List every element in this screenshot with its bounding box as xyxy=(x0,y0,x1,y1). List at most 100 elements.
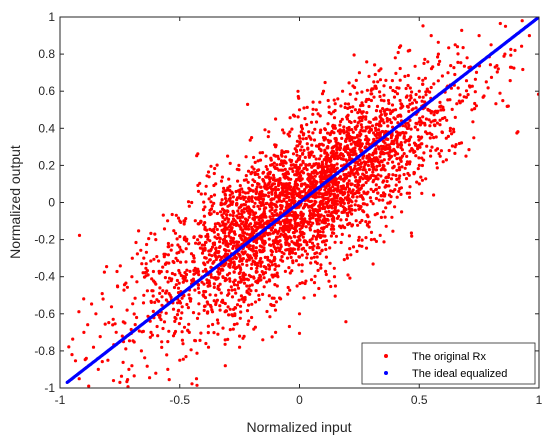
data-point-original-rx xyxy=(354,178,358,183)
data-point-original-rx xyxy=(212,331,216,335)
data-point-original-rx xyxy=(348,155,352,159)
data-point-original-rx xyxy=(181,250,185,254)
data-point-original-rx xyxy=(506,104,510,108)
data-point-original-rx xyxy=(484,80,488,84)
data-point-original-rx xyxy=(304,225,308,229)
data-point-original-rx xyxy=(301,159,305,163)
data-point-original-rx xyxy=(426,108,430,112)
data-point-original-rx xyxy=(414,106,418,110)
data-point-original-rx xyxy=(421,115,425,119)
data-point-original-rx xyxy=(452,130,456,134)
data-point-original-rx xyxy=(393,205,397,209)
data-point-original-rx xyxy=(271,182,275,186)
data-point-original-rx xyxy=(270,163,274,167)
data-point-original-rx xyxy=(365,126,369,130)
data-point-original-rx xyxy=(350,207,354,212)
data-point-original-rx xyxy=(305,142,309,146)
data-point-original-rx xyxy=(96,367,100,371)
data-point-original-rx xyxy=(202,214,206,218)
data-point-original-rx xyxy=(307,178,311,182)
data-point-original-rx xyxy=(206,284,210,288)
data-point-original-rx xyxy=(407,173,411,177)
data-point-original-rx xyxy=(324,162,328,166)
data-point-original-rx xyxy=(237,298,241,302)
data-point-original-rx xyxy=(197,241,202,245)
data-point-original-rx xyxy=(418,95,422,99)
data-point-original-rx xyxy=(252,276,256,280)
data-point-original-rx xyxy=(374,183,378,187)
data-point-original-rx xyxy=(192,235,196,240)
data-point-original-rx xyxy=(135,252,139,256)
data-point-original-rx xyxy=(464,154,468,158)
data-point-original-rx xyxy=(374,128,378,132)
data-point-original-rx xyxy=(373,159,377,163)
data-point-original-rx xyxy=(234,223,238,227)
data-point-original-rx xyxy=(390,215,394,219)
data-point-original-rx xyxy=(382,84,386,88)
data-point-original-rx xyxy=(218,224,222,228)
data-point-original-rx xyxy=(302,148,306,152)
data-point-original-rx xyxy=(372,80,376,84)
data-point-original-rx xyxy=(402,172,406,177)
data-point-original-rx xyxy=(172,285,177,290)
data-point-original-rx xyxy=(311,221,315,225)
data-point-original-rx xyxy=(318,235,323,240)
data-point-original-rx xyxy=(296,94,300,99)
data-point-original-rx xyxy=(252,167,256,171)
data-point-original-rx xyxy=(363,163,367,167)
data-point-original-rx xyxy=(329,227,333,231)
data-point-original-rx xyxy=(240,262,244,266)
data-point-original-rx xyxy=(204,184,208,188)
data-point-original-rx xyxy=(181,342,185,346)
data-point-original-rx xyxy=(374,188,378,192)
data-point-original-rx xyxy=(367,168,371,172)
data-point-original-rx xyxy=(338,146,343,150)
data-point-original-rx xyxy=(274,154,278,158)
data-point-original-rx xyxy=(360,161,364,165)
data-point-original-rx xyxy=(240,212,244,216)
data-point-original-rx xyxy=(244,174,248,178)
data-point-original-rx xyxy=(285,256,290,260)
data-point-original-rx xyxy=(250,136,254,140)
y-tick-label: 0.8 xyxy=(38,47,55,61)
data-point-original-rx xyxy=(225,213,229,217)
data-point-original-rx xyxy=(243,251,247,255)
data-point-original-rx xyxy=(396,152,400,156)
data-point-original-rx xyxy=(456,60,460,64)
data-point-original-rx xyxy=(388,145,392,149)
data-point-original-rx xyxy=(361,202,365,206)
data-point-original-rx xyxy=(405,104,409,108)
data-point-original-rx xyxy=(184,355,188,359)
data-point-original-rx xyxy=(389,133,394,137)
data-point-original-rx xyxy=(453,151,457,155)
data-point-original-rx xyxy=(417,89,421,93)
data-point-original-rx xyxy=(324,247,328,251)
data-point-original-rx xyxy=(252,155,256,160)
data-point-original-rx xyxy=(293,221,297,226)
data-point-original-rx xyxy=(182,222,186,226)
data-point-original-rx xyxy=(192,256,196,260)
data-point-original-rx xyxy=(486,86,490,90)
data-point-original-rx xyxy=(481,95,485,99)
data-point-original-rx xyxy=(350,170,354,174)
data-point-original-rx xyxy=(244,224,248,228)
data-point-original-rx xyxy=(374,109,379,113)
data-point-original-rx xyxy=(359,104,363,108)
data-point-original-rx xyxy=(238,184,242,188)
data-point-original-rx xyxy=(353,175,357,179)
data-point-original-rx xyxy=(175,278,179,283)
data-point-original-rx xyxy=(527,34,532,38)
data-point-original-rx xyxy=(197,273,201,277)
data-point-original-rx xyxy=(297,238,302,242)
data-point-original-rx xyxy=(328,261,332,265)
data-point-original-rx xyxy=(268,243,272,247)
data-point-original-rx xyxy=(361,177,365,181)
data-point-original-rx xyxy=(300,281,304,285)
data-point-original-rx xyxy=(343,206,347,210)
data-point-original-rx xyxy=(261,241,265,245)
legend-label-original-rx: The original Rx xyxy=(412,351,486,363)
data-point-original-rx xyxy=(293,235,297,239)
data-point-original-rx xyxy=(418,116,422,120)
data-point-original-rx xyxy=(382,240,386,244)
data-point-original-rx xyxy=(233,312,237,316)
